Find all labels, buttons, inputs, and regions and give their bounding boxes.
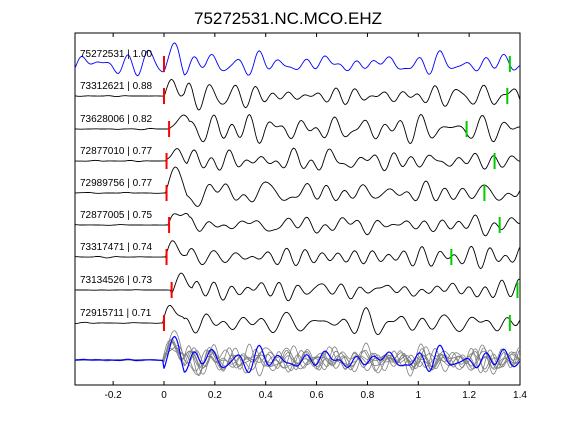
x-tick-label: 1.4 [513,390,527,401]
x-axis: -0.2 0 0.2 0.4 0.6 0.8 1 1.2 1.4 [105,33,527,401]
x-tick-label: 0 [161,390,167,401]
chart-title: 75272531.NC.MCO.EHZ [194,9,382,28]
trace-label-group: 75272531 | 1.00 73312621 | 0.88 73628006 |… [80,49,153,319]
trace-line [75,166,521,207]
trace-label: 73134526 | 0.73 [80,275,153,286]
stack-main-trace-line [74,335,521,374]
trace-label: 73312621 | 0.88 [80,81,153,92]
trace-line [75,272,521,302]
stack-trace-line [74,341,521,376]
pick-marker-group [163,56,519,331]
overlay-stack [74,330,521,377]
x-tick-label: 0.2 [208,390,222,401]
trace-label: 72989756 | 0.77 [80,178,153,189]
trace-line [75,147,521,172]
trace-label: 72877010 | 0.77 [80,146,153,157]
trace-line [74,213,521,237]
trace-label: 75272531 | 1.00 [80,49,153,60]
x-tick-label: 0.8 [360,390,374,401]
x-tick-label: 0.4 [259,390,273,401]
trace-line [74,305,521,336]
trace-label: 73628006 | 0.82 [80,114,153,125]
trace-line [74,78,521,111]
trace-group [74,42,521,336]
plot-frame [74,32,521,386]
trace-label: 73317471 | 0.74 [80,242,153,253]
x-tick-label: -0.2 [105,390,123,401]
trace-label: 72877005 | 0.75 [80,210,153,221]
trace-label: 72915711 | 0.71 [80,308,152,319]
x-tick-label: 1.2 [462,390,476,401]
trace-line [74,42,521,77]
trace-line [74,113,521,145]
trace-line [74,240,521,270]
x-tick-label: 1 [416,390,422,401]
x-tick-label: 0.6 [310,390,324,401]
